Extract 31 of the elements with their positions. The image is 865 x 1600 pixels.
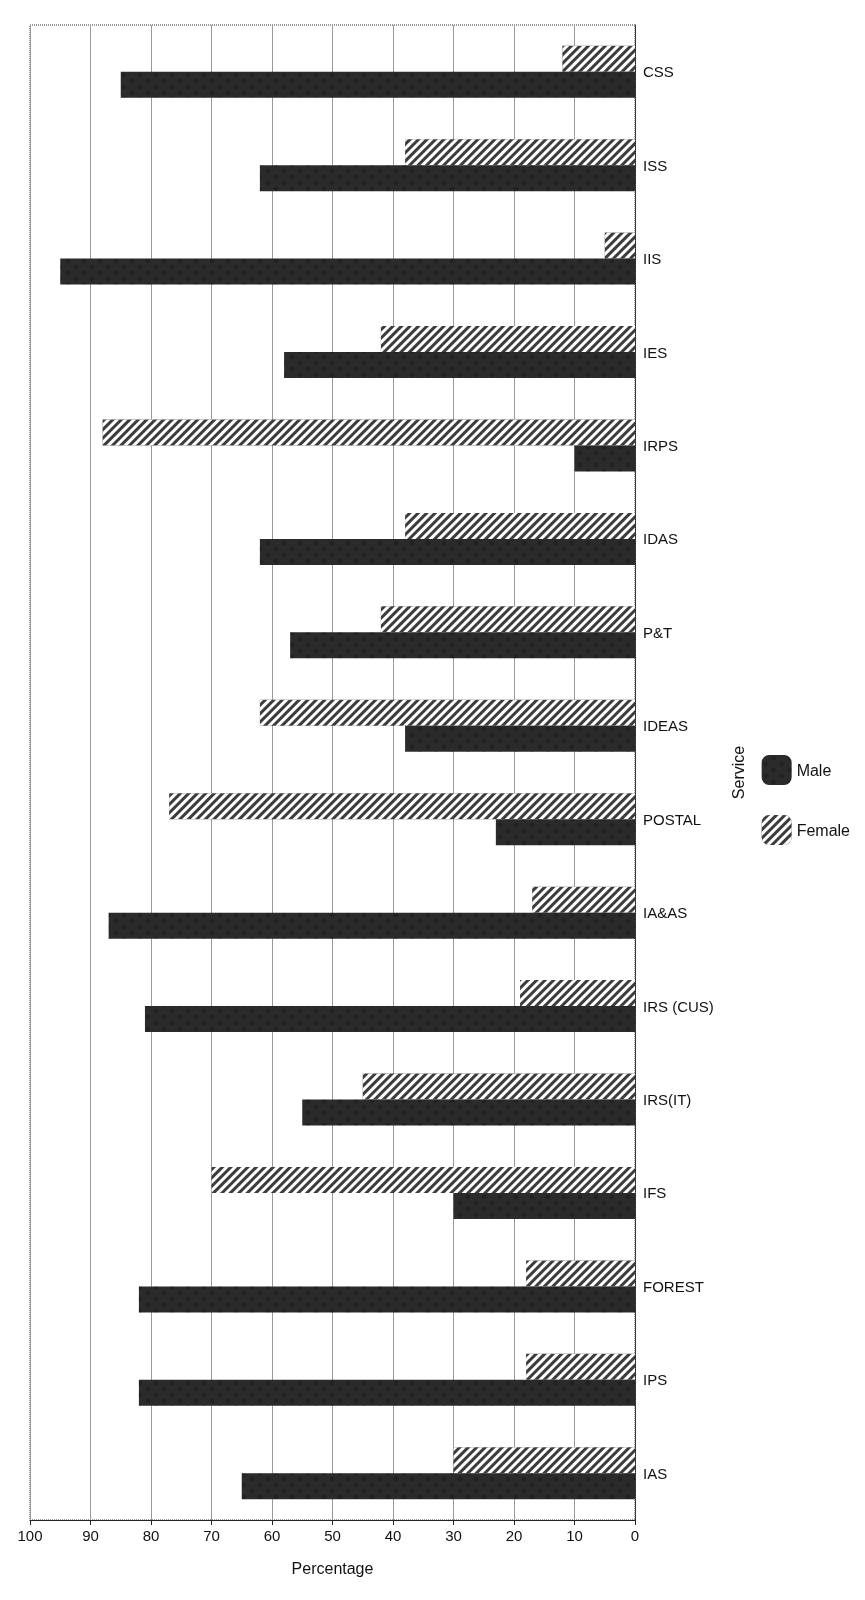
y-tick-label: IA&AS — [643, 904, 688, 922]
y-tick-label: IFS — [643, 1184, 667, 1202]
x-tick-label: 90 — [82, 1527, 99, 1544]
y-tick-label: IAS — [643, 1464, 668, 1482]
x-tick-label: 0 — [630, 1527, 640, 1544]
x-tick-label: 70 — [203, 1527, 220, 1544]
y-tick-label: P&T — [643, 623, 673, 641]
y-tick-label: POSTAL — [643, 810, 702, 828]
y-tick-label: IRS (CUS) — [643, 997, 714, 1015]
x-tick-label: 100 — [17, 1527, 43, 1544]
x-tick-label: 10 — [566, 1527, 583, 1544]
y-tick-label: IRPS — [643, 436, 679, 454]
legend-label: Male — [796, 761, 832, 779]
x-tick-label: 20 — [505, 1527, 523, 1544]
legend-label: Female — [796, 821, 851, 839]
x-tick-label: 40 — [384, 1527, 402, 1544]
x-axis-title: Percentage — [291, 1559, 374, 1577]
y-tick-label: CSS — [643, 63, 674, 81]
y-tick-label: IPS — [643, 1371, 668, 1389]
x-tick-label: 30 — [445, 1527, 462, 1544]
x-tick-label: 50 — [324, 1527, 341, 1544]
y-tick-label: IRS(IT) — [643, 1091, 692, 1109]
y-tick-label: ISS — [643, 156, 668, 174]
y-axis-title: Service — [729, 745, 747, 800]
y-tick-label: IDEAS — [643, 717, 689, 735]
x-tick-label: 80 — [142, 1527, 160, 1544]
y-tick-label: FOREST — [643, 1277, 704, 1295]
x-tick-label: 60 — [263, 1527, 281, 1544]
y-tick-label: IDAS — [643, 530, 679, 548]
y-tick-label: IES — [643, 343, 668, 361]
y-tick-label: IIS — [643, 250, 662, 268]
